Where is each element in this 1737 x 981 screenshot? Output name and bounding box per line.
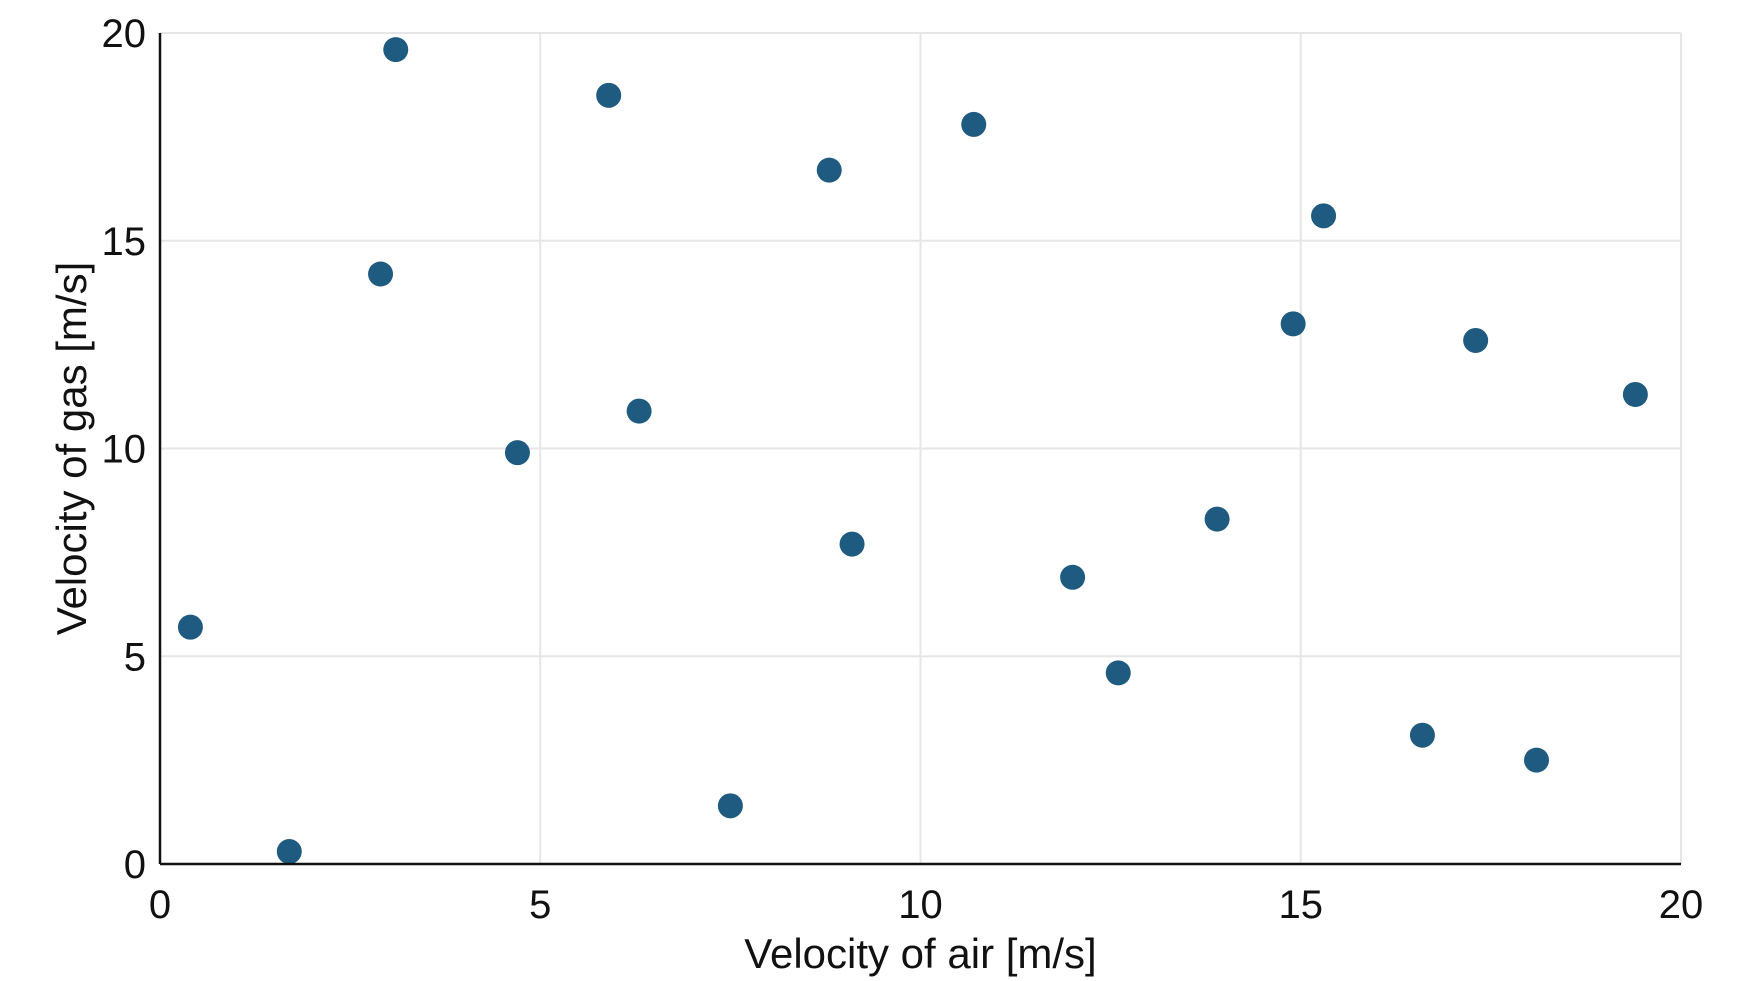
x-tick-label: 5 xyxy=(529,883,551,927)
data-point xyxy=(1280,311,1306,337)
data-point xyxy=(1105,660,1131,686)
data-point xyxy=(961,111,987,137)
data-points xyxy=(177,37,1648,865)
data-point xyxy=(276,839,302,865)
data-point xyxy=(1060,564,1086,590)
data-point xyxy=(368,261,394,287)
axes xyxy=(158,33,1681,866)
x-tick-label: 10 xyxy=(898,883,943,927)
y-tick-labels: 0 5 10 15 20 xyxy=(102,12,147,887)
x-tick-label: 0 xyxy=(149,883,171,927)
y-tick-label: 20 xyxy=(102,12,147,56)
x-axis-label: Velocity of air [m/s] xyxy=(744,930,1096,977)
data-point xyxy=(1524,747,1550,773)
data-point xyxy=(1204,506,1230,532)
data-point xyxy=(1463,327,1489,353)
y-tick-label: 0 xyxy=(124,843,146,887)
data-point xyxy=(839,531,865,557)
y-tick-label: 15 xyxy=(102,220,147,264)
data-point xyxy=(626,398,652,424)
data-point xyxy=(383,37,409,63)
data-point xyxy=(177,614,203,640)
data-point xyxy=(1622,381,1648,407)
grid-lines xyxy=(159,32,1682,865)
y-tick-label: 10 xyxy=(102,428,147,472)
x-tick-label: 20 xyxy=(1659,883,1704,927)
data-point xyxy=(1409,722,1435,748)
x-tick-labels: 0 5 10 15 20 xyxy=(149,883,1703,927)
data-point xyxy=(816,157,842,183)
data-point xyxy=(1311,203,1337,229)
y-tick-label: 5 xyxy=(124,635,146,679)
data-point xyxy=(504,440,530,466)
data-point xyxy=(596,82,622,108)
x-tick-label: 15 xyxy=(1279,883,1324,927)
data-point xyxy=(717,793,743,819)
y-axis-label: Velocity of gas [m/s] xyxy=(48,262,95,636)
